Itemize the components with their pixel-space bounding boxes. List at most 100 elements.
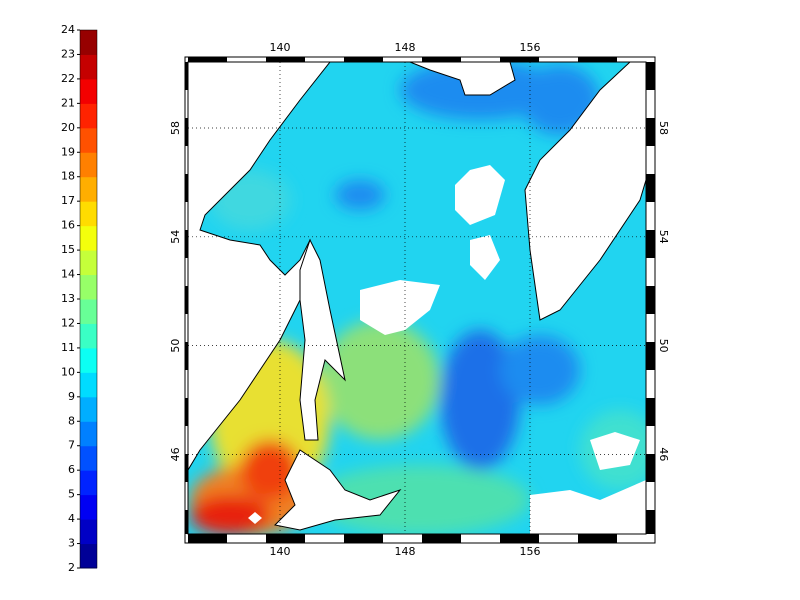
colorbar-tick-label: 5 xyxy=(68,488,75,501)
colorbar-tick-label: 17 xyxy=(61,194,75,207)
colorbar-band xyxy=(80,372,97,398)
frame-bar xyxy=(646,230,655,258)
frame-bar xyxy=(578,57,617,62)
lat-label-right: 54 xyxy=(657,230,670,244)
frame-bar xyxy=(500,57,539,62)
colorbar-band xyxy=(80,323,97,349)
frame-bar xyxy=(185,174,188,202)
colorbar-band xyxy=(80,445,97,471)
frame-bar xyxy=(646,510,655,534)
frame-bar xyxy=(646,62,655,90)
no-data-patches xyxy=(248,165,640,524)
frame-bar xyxy=(646,454,655,482)
colorbar-band xyxy=(80,543,97,569)
frame-bar xyxy=(185,398,188,426)
colorbar-band xyxy=(80,299,97,324)
lon-label-top: 140 xyxy=(270,41,291,54)
colorbar-tick-label: 23 xyxy=(61,47,75,60)
colorbar-tick-label: 14 xyxy=(61,268,75,281)
frame-bar xyxy=(188,57,227,62)
frame-bar xyxy=(344,534,383,543)
colorbar-band xyxy=(80,127,97,153)
frame-bar xyxy=(185,510,188,534)
colorbar-tick-label: 9 xyxy=(68,390,75,403)
colorbar-tick-label: 21 xyxy=(61,96,75,109)
frame-bar xyxy=(266,534,305,543)
lat-label-right: 50 xyxy=(657,339,670,353)
frame-bar xyxy=(500,534,539,543)
mainland xyxy=(188,62,331,471)
colorbar-band xyxy=(80,103,97,129)
lat-label-right: 46 xyxy=(657,447,670,461)
colorbar-tick-label: 22 xyxy=(61,72,75,85)
lon-label-top: 156 xyxy=(520,41,541,54)
colorbar-band xyxy=(80,494,97,520)
colorbar-band xyxy=(80,176,97,202)
frame-bar xyxy=(185,286,188,314)
frame-bar xyxy=(422,534,461,543)
colorbar-tick-label: 3 xyxy=(68,537,75,550)
lat-label-left: 46 xyxy=(169,447,182,461)
colorbar-band xyxy=(80,347,97,373)
colorbar-band xyxy=(80,470,97,496)
lat-label-left: 54 xyxy=(169,230,182,244)
frame-bar xyxy=(422,57,461,62)
frame-bar xyxy=(344,57,383,62)
sakhalin xyxy=(299,238,346,441)
northern-coast xyxy=(409,62,516,96)
frame-bar xyxy=(188,534,227,543)
frame-bar xyxy=(266,57,305,62)
lon-label-bottom: 156 xyxy=(520,545,541,558)
frame-bar xyxy=(646,118,655,146)
colorbar-band xyxy=(80,225,97,251)
colorbar-band xyxy=(80,78,97,104)
colorbar-tick-label: 2 xyxy=(68,561,75,574)
lat-label-left: 58 xyxy=(169,121,182,135)
colorbar-tick-label: 24 xyxy=(61,23,75,36)
frame-bar xyxy=(646,398,655,426)
frame-bar xyxy=(646,286,655,314)
colorbar-tick-label: 13 xyxy=(61,292,75,305)
colorbar-tick-label: 11 xyxy=(61,341,75,354)
colorbar-band xyxy=(80,250,97,276)
lon-label-top: 148 xyxy=(395,41,416,54)
colorbar-tick-label: 15 xyxy=(61,243,75,256)
lat-label-right: 58 xyxy=(657,121,670,135)
colorbar-tick-label: 16 xyxy=(61,219,75,232)
lon-label-bottom: 140 xyxy=(270,545,291,558)
colorbar-band xyxy=(80,396,97,422)
colorbar-tick-label: 10 xyxy=(61,365,75,378)
frame-bar xyxy=(578,534,617,543)
land xyxy=(188,62,646,534)
colorbar-tick-label: 7 xyxy=(68,439,75,452)
frame-bar xyxy=(185,454,188,482)
frame-bar xyxy=(185,62,188,90)
colorbar-band xyxy=(80,519,97,545)
kamchatka xyxy=(524,62,646,321)
frame-bar xyxy=(185,230,188,258)
colorbar-tick-label: 20 xyxy=(61,121,75,134)
frame-bar xyxy=(185,118,188,146)
colorbar-band xyxy=(80,54,97,80)
no-data xyxy=(530,480,646,534)
colorbar-band xyxy=(80,152,97,178)
colorbar-tick-label: 19 xyxy=(61,145,75,158)
sst-map xyxy=(188,62,646,534)
colorbar-tick-label: 4 xyxy=(68,512,75,525)
lat-label-left: 50 xyxy=(169,339,182,353)
hokkaido xyxy=(273,449,402,531)
colorbar-band xyxy=(80,201,97,227)
frame-bar xyxy=(646,174,655,202)
colorbar-outline xyxy=(79,29,98,569)
colorbar-band xyxy=(80,30,97,55)
lon-label-bottom: 148 xyxy=(395,545,416,558)
colorbar-band xyxy=(80,421,97,447)
colorbar-tick-label: 18 xyxy=(61,170,75,183)
colorbar-tick-label: 8 xyxy=(68,414,75,427)
frame-bar xyxy=(185,342,188,370)
frame-bar xyxy=(646,342,655,370)
colorbar-tick-label: 6 xyxy=(68,463,75,476)
map-frame xyxy=(184,56,656,544)
